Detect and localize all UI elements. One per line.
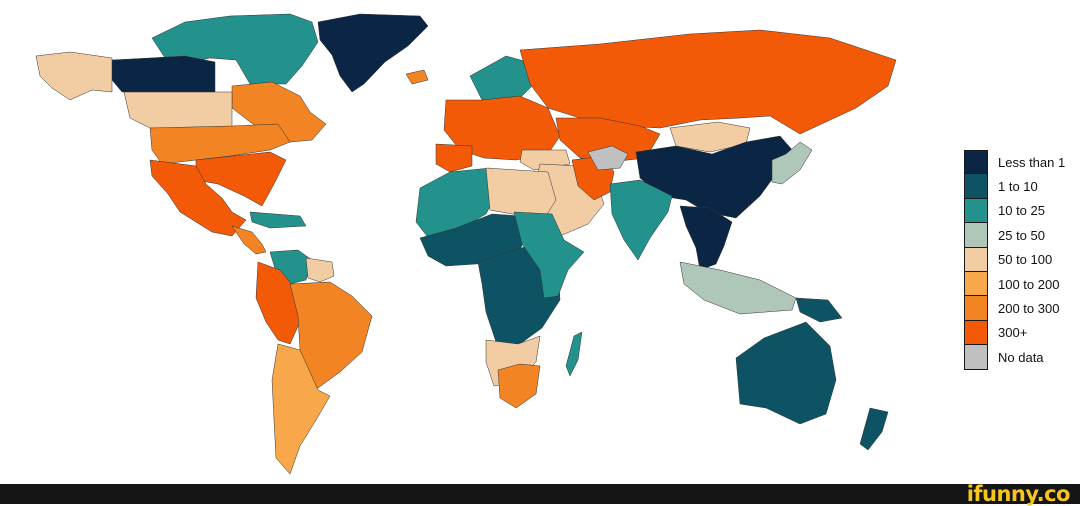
- map-region-alaska: [35, 51, 113, 101]
- map-region-new-zealand: [859, 407, 889, 451]
- map-region-russia: [519, 29, 897, 135]
- map-region-australia: [735, 321, 837, 425]
- map-region-south-africa: [497, 363, 541, 409]
- map-region-iberia: [435, 143, 473, 173]
- legend-label: No data: [998, 349, 1044, 365]
- legend-item-300-plus: 300+: [964, 320, 1065, 346]
- legend-swatch: [964, 271, 988, 297]
- legend-label: 10 to 25: [998, 203, 1045, 219]
- ifunny-watermark: ifunny.co: [966, 482, 1071, 506]
- map-legend: Less than 1 1 to 10 10 to 25 25 to 50 50…: [964, 150, 1065, 370]
- legend-label: 200 to 300: [998, 301, 1060, 317]
- legend-item-200-to-300: 200 to 300: [964, 296, 1065, 321]
- map-region-usa-west: [123, 91, 233, 131]
- map-region-iceland: [405, 69, 429, 85]
- map-region-peru-colombia: [255, 261, 301, 345]
- legend-swatch: [964, 247, 988, 272]
- legend-label: Less than 1: [998, 154, 1066, 170]
- legend-label: 25 to 50: [998, 227, 1045, 243]
- map-region-canada-northwest: [111, 55, 216, 93]
- map-region-central-asia: [587, 145, 629, 171]
- legend-item-25-to-50: 25 to 50: [964, 223, 1065, 248]
- legend-swatch: [964, 345, 988, 370]
- map-region-greenland: [317, 13, 429, 93]
- legend-label: 100 to 200: [998, 276, 1060, 292]
- map-region-libya-egypt: [485, 167, 557, 217]
- map-region-korea-japan: [771, 141, 813, 185]
- legend-swatch: [964, 198, 988, 224]
- map-region-india: [609, 179, 673, 261]
- map-region-north-africa-west: [415, 167, 501, 241]
- legend-swatch: [964, 296, 988, 321]
- world-map: [35, 13, 897, 475]
- legend-label: 1 to 10: [998, 179, 1038, 195]
- map-region-southeast-asia: [679, 205, 733, 271]
- legend-item-10-to-25: 10 to 25: [964, 198, 1065, 224]
- legend-item-1-to-10: 1 to 10: [964, 174, 1065, 199]
- legend-label: 300+: [998, 325, 1028, 341]
- map-region-central-america: [231, 225, 267, 255]
- map-region-east-africa: [513, 211, 585, 299]
- map-region-brazil: [289, 281, 373, 389]
- map-region-usa-central: [149, 123, 291, 165]
- map-region-mexico: [149, 159, 247, 237]
- footer-bar: ifunny.co: [0, 482, 1080, 506]
- legend-item-no-data: No data: [964, 345, 1065, 370]
- legend-swatch: [964, 223, 988, 248]
- world-map-svg: [35, 13, 897, 475]
- legend-swatch: [964, 174, 988, 199]
- legend-item-50-to-100: 50 to 100: [964, 247, 1065, 272]
- legend-swatch: [964, 320, 988, 346]
- map-region-canada-east: [231, 81, 327, 143]
- map-region-papua: [795, 297, 843, 323]
- legend-label: 50 to 100: [998, 252, 1053, 268]
- map-region-guianas: [305, 257, 335, 283]
- map-region-madagascar: [565, 331, 583, 377]
- map-region-southern-south-america: [271, 343, 331, 475]
- legend-swatch: [964, 150, 988, 175]
- legend-item-less-than-1: Less than 1: [964, 150, 1066, 175]
- map-region-caribbean: [249, 211, 307, 229]
- map-region-indonesia: [679, 261, 797, 315]
- legend-item-100-to-200: 100 to 200: [964, 271, 1065, 297]
